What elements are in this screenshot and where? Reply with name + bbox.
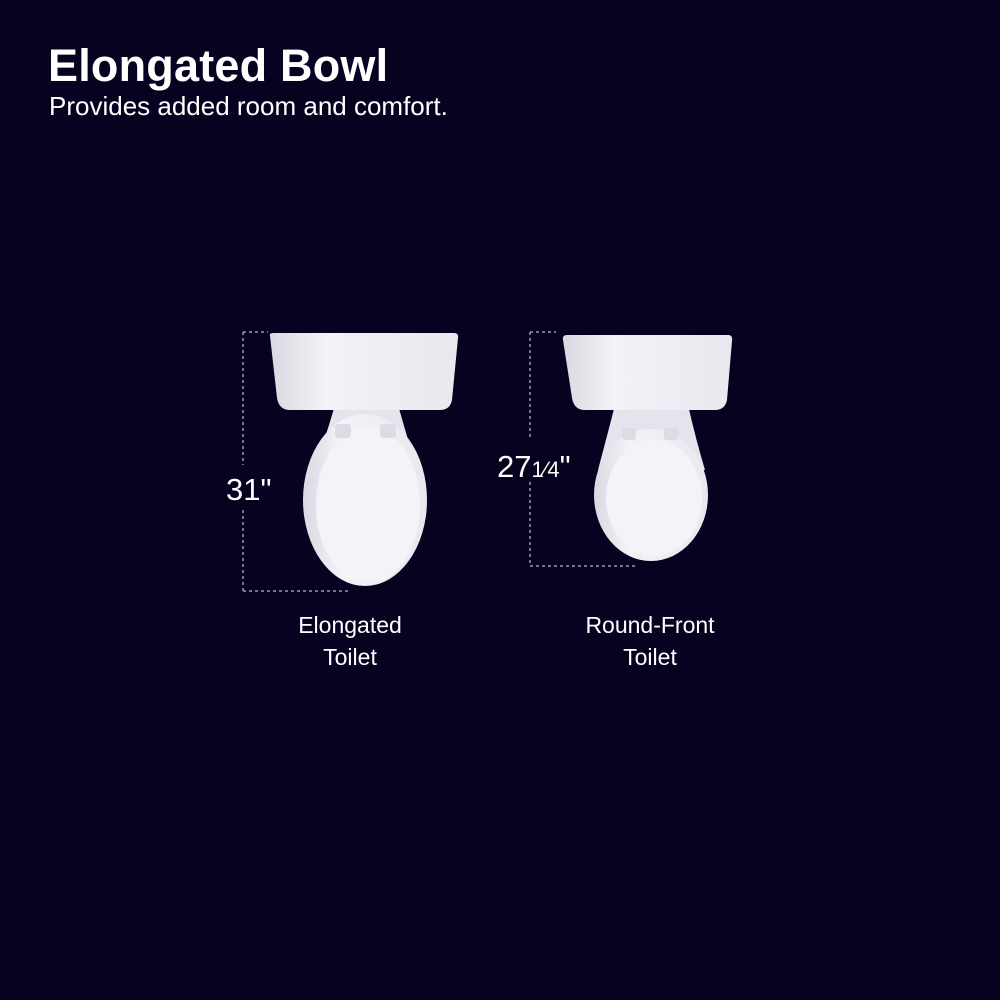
height-value: 31 [226,472,261,507]
label-line: Elongated [298,612,402,638]
page-subtitle: Provides added room and comfort. [49,91,448,121]
label-line: Toilet [623,644,677,670]
label-line: Toilet [323,644,377,670]
round-front-toilet-label: Round-Front Toilet [540,609,760,673]
elongated-height: 31" [226,474,272,505]
round-front-toilet-image [562,335,733,561]
height-unit: " [559,449,571,484]
elongated-toilet-label: Elongated Toilet [240,609,460,673]
page-title: Elongated Bowl [48,40,389,91]
elongated-toilet-image [269,333,459,586]
elongated-dimension-line [242,331,350,592]
height-fraction: 1⁄4 [531,457,560,482]
round-front-height: 271⁄4" [497,451,571,482]
label-line: Round-Front [585,612,715,638]
height-value: 27 [497,449,532,484]
height-unit: " [260,472,272,507]
round-front-dimension-line [529,331,635,567]
